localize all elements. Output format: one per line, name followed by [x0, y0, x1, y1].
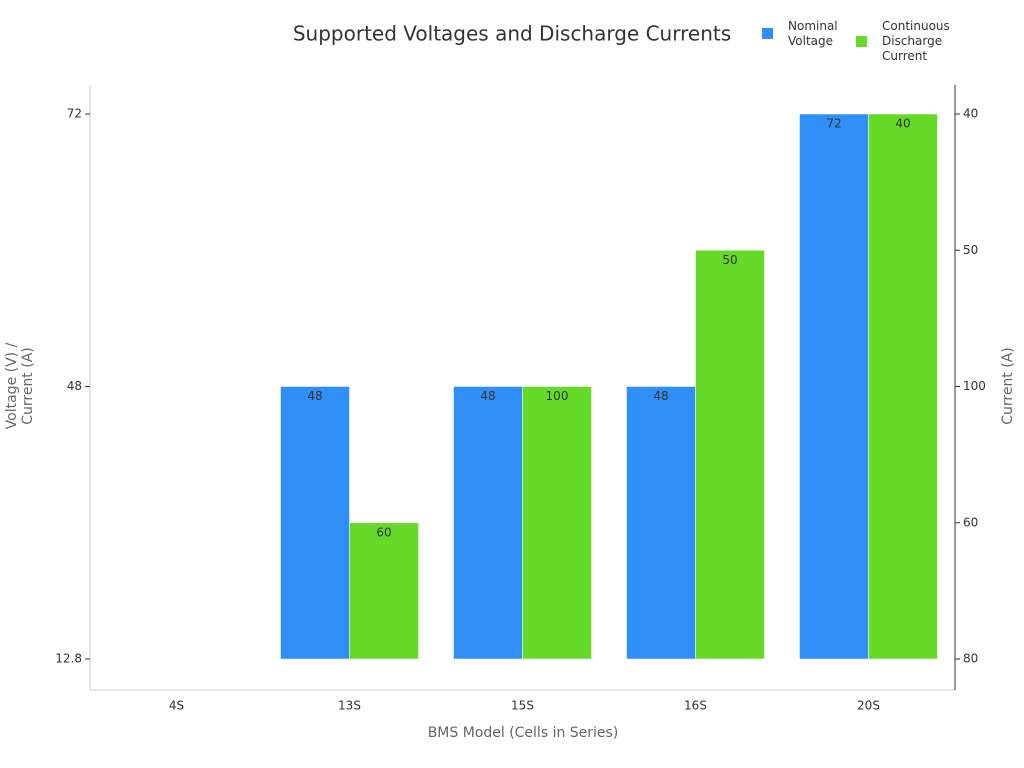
bar: [280, 386, 350, 660]
legend-swatch: [856, 36, 867, 47]
bar: [522, 386, 592, 660]
bar: [799, 113, 869, 660]
y2-tick-label: 60: [963, 515, 978, 529]
legend-label: Nominal Voltage: [788, 19, 838, 48]
x-tick-label: 4S: [169, 699, 184, 713]
x-axis-label: BMS Model (Cells in Series): [427, 725, 619, 741]
bar: [453, 386, 523, 660]
data-label: 72: [826, 117, 841, 131]
data-label: 48: [653, 389, 668, 403]
bar: [626, 386, 696, 660]
data-label: 48: [480, 389, 495, 403]
bar: [695, 250, 765, 660]
data-label: 40: [895, 117, 910, 131]
legend-swatch: [762, 28, 773, 39]
y2-axis-label: Current (A): [1000, 347, 1016, 425]
y2-tick-label: 50: [963, 243, 978, 257]
data-label: 48: [307, 389, 322, 403]
data-label: 50: [722, 253, 737, 267]
data-label: 60: [376, 525, 391, 539]
legend-label: Continuous Discharge Current: [882, 19, 950, 63]
x-tick-label: 13S: [338, 699, 361, 713]
y-tick-label: 12.8: [55, 652, 82, 666]
bar: [868, 113, 938, 660]
y2-tick-label: 80: [963, 652, 978, 666]
x-tick-label: 15S: [511, 699, 534, 713]
chart-title: Supported Voltages and Discharge Current…: [293, 22, 731, 46]
x-tick-label: 20S: [857, 699, 880, 713]
y-axis-label: Voltage (V) / Current (A): [4, 342, 36, 430]
y2-tick-label: 40: [963, 107, 978, 121]
bar: [349, 522, 419, 660]
data-label: 100: [546, 389, 569, 403]
y2-tick-label: 100: [963, 379, 986, 393]
x-tick-label: 16S: [684, 699, 707, 713]
y-tick-label: 72: [67, 107, 82, 121]
y-tick-label: 48: [67, 379, 82, 393]
